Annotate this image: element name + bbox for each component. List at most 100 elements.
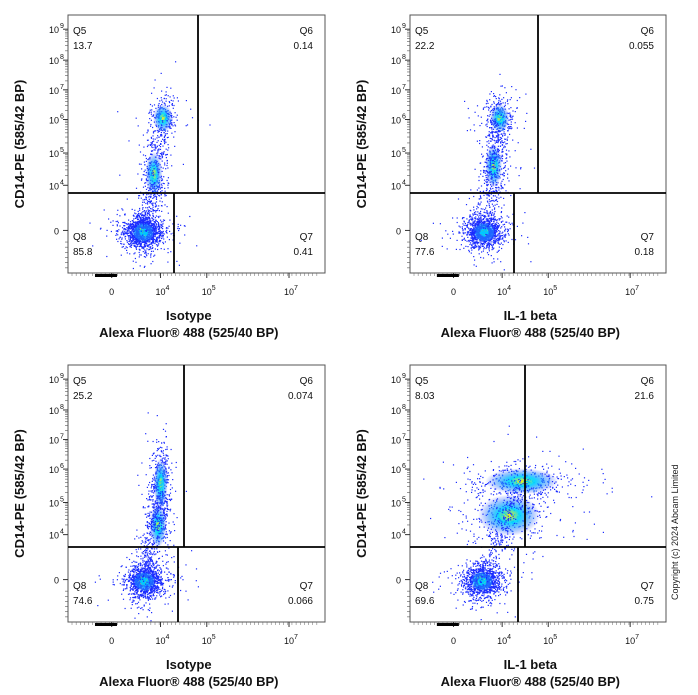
event-dot (147, 236, 149, 238)
event-dot (135, 213, 137, 215)
event-dot (480, 243, 482, 245)
event-dot (496, 226, 498, 228)
event-dot (150, 263, 152, 265)
event-dot (487, 155, 489, 157)
event-dot (491, 218, 493, 220)
event-dot (505, 92, 507, 94)
event-dot (126, 231, 128, 233)
event-dot (130, 226, 132, 229)
event-dot (471, 216, 473, 218)
event-dot (488, 115, 490, 117)
event-dot (136, 586, 138, 588)
event-dot (151, 242, 153, 244)
event-dot (147, 224, 149, 226)
event-dot (165, 230, 167, 233)
event-dot (521, 235, 523, 237)
event-dot (158, 149, 160, 151)
event-dot (156, 166, 158, 168)
event-dot (482, 214, 484, 216)
event-dot (147, 233, 149, 236)
event-dot (449, 237, 451, 239)
event-dot (128, 577, 130, 579)
event-dot (487, 240, 489, 242)
event-dot (493, 216, 495, 218)
event-dot (480, 238, 482, 241)
event-dot (498, 150, 500, 152)
event-dot (491, 246, 493, 248)
event-dot (501, 129, 503, 132)
event-dot (136, 215, 138, 217)
event-dot (504, 113, 506, 115)
event-dot (152, 215, 154, 217)
event-dot (136, 215, 138, 217)
event-dot (495, 161, 498, 163)
event-dot (119, 215, 121, 217)
event-dot (494, 126, 496, 128)
event-dot (519, 188, 521, 190)
event-dot (147, 217, 149, 219)
event-dot (476, 231, 478, 233)
event-dot (149, 595, 151, 597)
event-dot (155, 174, 157, 176)
event-dot (500, 136, 502, 139)
event-dot (494, 232, 496, 234)
event-dot (508, 108, 510, 110)
event-dot (512, 139, 514, 141)
event-dot (516, 99, 518, 102)
event-dot (503, 162, 505, 164)
event-dot (139, 230, 141, 232)
event-dot (494, 227, 496, 229)
event-dot (489, 93, 491, 95)
event-dot (489, 167, 491, 169)
event-dot (135, 222, 137, 224)
event-dot (143, 215, 145, 217)
event-dot (488, 217, 490, 219)
event-dot (158, 239, 161, 241)
event-dot (445, 230, 447, 232)
event-dot (151, 109, 153, 111)
event-dot (480, 197, 482, 199)
event-dot (138, 228, 141, 230)
event-dot (492, 218, 494, 220)
event-dot (154, 591, 156, 593)
event-dot (142, 227, 144, 229)
event-dot (158, 180, 160, 182)
event-dot (123, 225, 125, 227)
event-dot (493, 163, 495, 165)
event-dot (490, 243, 492, 245)
event-dot (159, 105, 161, 107)
event-dot (480, 223, 482, 225)
event-dot (156, 232, 158, 234)
event-dot (487, 242, 489, 244)
event-dot (500, 235, 502, 237)
event-dot (470, 240, 473, 242)
event-dot (483, 222, 485, 224)
event-dot (152, 234, 154, 236)
event-dot (92, 245, 94, 247)
event-dot (498, 189, 500, 191)
event-dot (136, 221, 138, 224)
event-dot (471, 244, 473, 246)
event-dot (153, 226, 155, 228)
event-dot (494, 176, 496, 178)
event-dot (500, 141, 502, 143)
event-dot (491, 130, 493, 132)
event-dot (489, 235, 491, 237)
event-dot (133, 238, 136, 240)
event-dot (502, 151, 504, 153)
event-dot (504, 104, 506, 106)
event-dot (506, 215, 508, 217)
event-dot (502, 109, 504, 111)
event-dot (150, 125, 152, 127)
event-dot (150, 577, 152, 579)
y-tick-exponent: 5 (60, 147, 64, 154)
event-dot (500, 211, 502, 214)
event-dot (142, 609, 144, 611)
event-dot (491, 163, 493, 165)
event-dot (139, 220, 141, 222)
event-dot (497, 121, 499, 123)
event-dot (502, 128, 504, 130)
event-dot (503, 129, 505, 131)
event-dot (158, 171, 160, 173)
event-dot (152, 180, 154, 182)
